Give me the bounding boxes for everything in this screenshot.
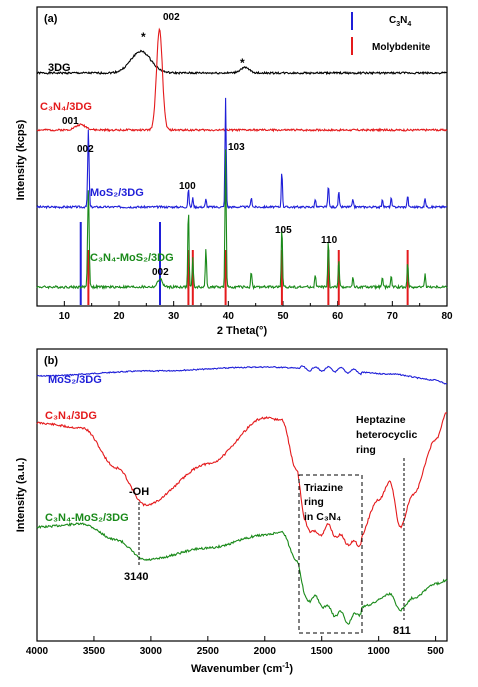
panel-a-series — [36, 27, 448, 291]
panel-b-x-ticks: 4000 3500 3000 2500 2000 1500 1000 500 — [26, 636, 444, 657]
panel-a-frame — [36, 6, 448, 307]
peak-star-label: * — [240, 56, 245, 70]
series-line-mos2-3dg — [36, 97, 448, 210]
series-line-c3n4-mos2-3dg — [36, 149, 448, 291]
panel-b-label: (b) — [44, 355, 58, 367]
x-tick-label: 2000 — [254, 646, 277, 657]
peak-001-label: 001 — [62, 116, 79, 127]
series-line-c3n4-3dg — [36, 27, 448, 133]
heptazine-annotation: heterocyclic — [356, 429, 417, 441]
x-tick-label: 50 — [277, 311, 289, 322]
peak-105-label: 105 — [275, 225, 292, 236]
triazine-annotation: ring — [304, 496, 324, 508]
panel-a-x-axis-label: 2 Theta(°) — [217, 325, 268, 337]
triazine-annotation: Triazine — [304, 482, 343, 494]
series-mos2-3dg-label: MoS₂/3DG — [90, 187, 144, 199]
peak-star-label: * — [141, 30, 146, 44]
panel-b-y-axis-label: Intensity (a.u.) — [15, 457, 27, 532]
x-tick-label: 40 — [223, 311, 235, 322]
heptazine-annotation: ring — [356, 444, 376, 456]
peak-110-label: 110 — [321, 235, 338, 246]
series-c3n4-3dg-label: C₃N₄/3DG — [45, 410, 97, 422]
triazine-annotation: in C₃N₄ — [304, 511, 341, 523]
x-tick-label: 70 — [387, 311, 399, 322]
series-line-c3n4-3dg — [36, 412, 448, 548]
series-line-mos2-3dg — [36, 365, 448, 385]
series-c3n4-mos2-3dg-label: C₃N₄-MoS₂/3DG — [45, 512, 129, 524]
series-c3n4-mos2-3dg-label: C₃N₄-MoS₂/3DG — [90, 252, 174, 264]
panel-b-ftir: 4000 3500 3000 2500 2000 1500 1000 500 (b) Inte… — [15, 348, 448, 675]
panel-a-y-axis-label: Intensity (kcps) — [15, 119, 27, 200]
series-3dg-label: 3DG — [48, 62, 71, 74]
peak-100-label: 100 — [179, 181, 196, 192]
wavenumber-3140-label: 3140 — [124, 571, 148, 583]
x-tick-label: 3000 — [140, 646, 163, 657]
series-mos2-3dg-label: MoS₂/3DG — [48, 374, 102, 386]
x-tick-label: 30 — [168, 311, 180, 322]
legend-molybdenite-label: Molybdenite — [372, 42, 431, 53]
peak-002-label: 002 — [77, 144, 94, 155]
oh-annotation: -OH — [129, 486, 149, 498]
x-tick-label: 2500 — [197, 646, 220, 657]
series-line-c3n4-mos2-3dg — [36, 522, 448, 625]
panel-b-frame — [36, 348, 448, 642]
series-line-3dg — [36, 49, 448, 76]
panel-a-xrd: 10 20 30 40 50 60 70 80 (a) Intensity (kcps) 2 … — [15, 6, 453, 337]
legend-c3n4-label: C3N4 — [389, 15, 411, 28]
peak-002-label: 002 — [152, 267, 169, 278]
peak-103-label: 103 — [228, 142, 245, 153]
panel-a-label: (a) — [44, 13, 58, 25]
panel-b-x-axis-label: Wavenumber (cm-1) — [191, 661, 293, 675]
panel-a-x-ticks: 10 20 30 40 50 60 70 80 — [36, 301, 453, 322]
wavenumber-811-label: 811 — [393, 625, 411, 637]
x-tick-label: 1000 — [368, 646, 391, 657]
x-tick-label: 20 — [113, 311, 125, 322]
heptazine-annotation: Heptazine — [356, 414, 406, 426]
series-c3n4-3dg-label: C₃N₄/3DG — [40, 101, 92, 113]
x-tick-label: 4000 — [26, 646, 49, 657]
panel-a-legend: C3N4 Molybdenite — [351, 12, 431, 55]
panel-b-series — [36, 365, 448, 625]
x-tick-label: 10 — [59, 311, 71, 322]
x-tick-label: 500 — [427, 646, 444, 657]
x-tick-label: 1500 — [311, 646, 334, 657]
x-tick-label: 3500 — [83, 646, 106, 657]
panel-a-reference-lines — [79, 222, 409, 305]
peak-002-label: 002 — [163, 12, 180, 23]
x-tick-label: 80 — [441, 311, 453, 322]
x-tick-label: 60 — [332, 311, 344, 322]
triazine-region-box — [298, 474, 363, 634]
